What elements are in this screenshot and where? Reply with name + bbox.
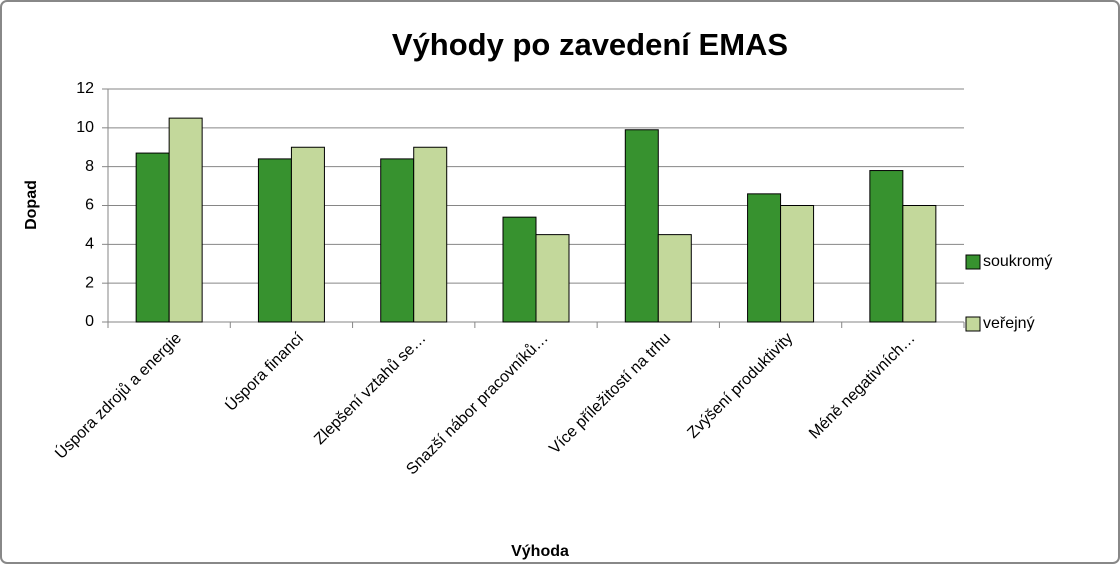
bar xyxy=(747,193,782,323)
bar xyxy=(624,129,659,323)
bar xyxy=(257,158,292,323)
y-tick-label: 0 xyxy=(85,313,94,330)
y-tick-label: 12 xyxy=(76,80,94,97)
bar xyxy=(902,205,937,323)
bar xyxy=(869,170,904,323)
y-tick-label: 4 xyxy=(85,236,94,253)
legend-swatch xyxy=(965,254,981,270)
y-axis-label: Dopad xyxy=(23,180,40,230)
legend-label: soukromý xyxy=(983,253,1052,270)
x-axis-label: Výhoda xyxy=(511,543,569,560)
y-tick-label: 6 xyxy=(85,197,94,214)
legend-swatch xyxy=(965,316,981,332)
y-tick-label: 8 xyxy=(85,158,94,175)
chart-title: Výhody po zavedení EMAS xyxy=(392,27,788,62)
bar xyxy=(168,117,203,323)
legend-label: veřejný xyxy=(983,315,1035,332)
bar xyxy=(413,146,448,323)
bar xyxy=(657,234,692,323)
bar xyxy=(135,152,170,323)
y-tick-label: 2 xyxy=(85,274,94,291)
bar xyxy=(290,146,325,323)
bar xyxy=(780,205,815,323)
bar xyxy=(380,158,415,323)
y-tick-label: 10 xyxy=(76,119,94,136)
bar xyxy=(535,234,570,323)
bar xyxy=(502,216,537,323)
